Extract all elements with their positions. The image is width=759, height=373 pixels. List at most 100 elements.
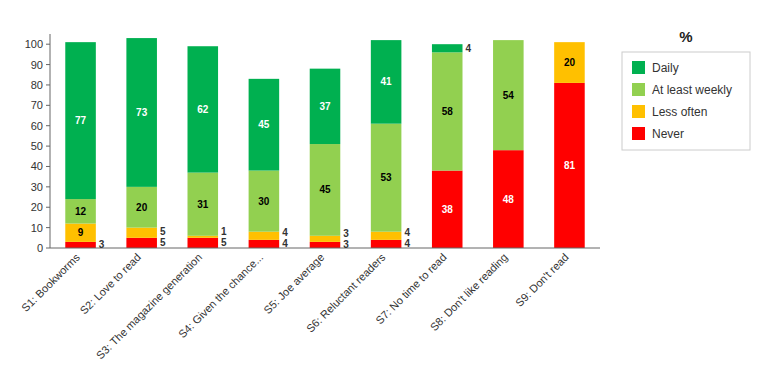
bar-segment — [432, 52, 463, 170]
data-label: 12 — [75, 206, 87, 217]
data-label: 48 — [503, 194, 515, 205]
data-label: 4 — [282, 227, 288, 238]
bar-segment — [310, 69, 341, 144]
legend-label: Less often — [652, 105, 707, 119]
data-label: 53 — [381, 172, 393, 183]
legend-swatch — [632, 127, 645, 140]
y-tick — [46, 84, 50, 85]
bar-segment — [432, 171, 463, 248]
bar-segment — [126, 228, 157, 238]
y-tick-label: 80 — [31, 79, 43, 91]
chart: 0102030405060708090100S1: BookwormsS2: L… — [0, 0, 759, 373]
bar-segment — [126, 187, 157, 228]
bar-segment — [188, 238, 219, 248]
data-label: 20 — [136, 202, 148, 213]
bar-segment — [493, 150, 524, 248]
legend-swatch — [632, 61, 645, 74]
y-tick — [46, 146, 50, 147]
bar-segment — [371, 124, 402, 232]
legend-label: Never — [652, 127, 684, 141]
bar-segment — [126, 38, 157, 187]
legend-label: At least weekly — [652, 83, 732, 97]
data-label: 37 — [319, 101, 331, 112]
bar-segment — [554, 83, 585, 248]
y-tick-label: 70 — [31, 99, 43, 111]
data-label: 77 — [75, 115, 87, 126]
y-tick — [46, 207, 50, 208]
y-tick-label: 100 — [25, 38, 43, 50]
data-label: 54 — [503, 90, 515, 101]
x-axis-line — [50, 248, 600, 249]
data-label: 62 — [197, 104, 209, 115]
y-tick-label: 60 — [31, 120, 43, 132]
bar-segment — [310, 236, 341, 242]
legend-label: Daily — [652, 61, 679, 75]
data-label: 45 — [258, 119, 270, 130]
y-tick-label: 10 — [31, 222, 43, 234]
data-label: 41 — [381, 76, 393, 87]
data-label: 38 — [442, 204, 454, 215]
bar-segment — [554, 42, 585, 83]
bar-segment — [310, 144, 341, 236]
legend-swatch — [632, 83, 645, 96]
bar-segment — [249, 240, 280, 248]
data-label: 73 — [136, 107, 148, 118]
data-label: 4 — [466, 43, 472, 54]
data-label: 1 — [221, 226, 227, 237]
x-tick-label: S6: Reluctant readers — [304, 251, 388, 335]
x-tick-label: S2: Love to read — [78, 251, 144, 317]
bar-segment — [65, 242, 96, 248]
bar-segment — [554, 42, 585, 43]
bar-segment — [310, 242, 341, 248]
y-tick — [46, 227, 50, 228]
y-tick-label: 0 — [37, 242, 43, 254]
y-tick-label: 30 — [31, 181, 43, 193]
y-tick — [46, 44, 50, 45]
bars — [65, 38, 584, 248]
bar-segment — [371, 232, 402, 240]
y-axis-label: % — [679, 28, 692, 45]
bar-segment — [432, 44, 463, 52]
data-label: 4 — [404, 238, 410, 249]
y-tick — [46, 186, 50, 187]
y-tick — [46, 64, 50, 65]
data-label: 58 — [442, 106, 454, 117]
data-label: 81 — [564, 160, 576, 171]
y-tick — [46, 166, 50, 167]
data-label: 9 — [78, 227, 84, 238]
data-label: 3 — [99, 239, 105, 250]
x-tick-label: S1: Bookworms — [19, 251, 82, 314]
bar-segment — [249, 232, 280, 240]
y-axis-line — [50, 34, 51, 248]
y-tick — [46, 125, 50, 126]
data-label: 30 — [258, 196, 270, 207]
data-label: 20 — [564, 57, 576, 68]
y-tick-label: 90 — [31, 59, 43, 71]
data-label: 45 — [319, 184, 331, 195]
data-label: 5 — [160, 237, 166, 248]
bar-segment — [188, 173, 219, 236]
bar-segment — [65, 224, 96, 242]
y-tick-label: 50 — [31, 140, 43, 152]
bar-segment — [126, 238, 157, 248]
bar-segment — [371, 40, 402, 124]
x-tick-label: S3: The magazine generation — [94, 251, 204, 361]
data-label: 31 — [197, 199, 209, 210]
bar-segment — [65, 42, 96, 199]
y-tick-label: 20 — [31, 201, 43, 213]
x-tick-label: S9: Don't read — [513, 251, 571, 309]
bar-segment — [188, 236, 219, 238]
data-label: 5 — [160, 226, 166, 237]
bar-segment — [493, 40, 524, 41]
legend-swatch — [632, 105, 645, 118]
data-label: 3 — [343, 228, 349, 239]
x-tick-label: S5: Joe average — [261, 251, 326, 316]
data-label: 4 — [282, 238, 288, 249]
x-tick-label: S8: Don't like reading — [428, 251, 510, 333]
y-tick — [46, 105, 50, 106]
bar-segment — [493, 40, 524, 150]
bar-segment — [371, 240, 402, 248]
bar-segment — [249, 79, 280, 171]
data-label: 5 — [221, 237, 227, 248]
data-label: 4 — [404, 227, 410, 238]
